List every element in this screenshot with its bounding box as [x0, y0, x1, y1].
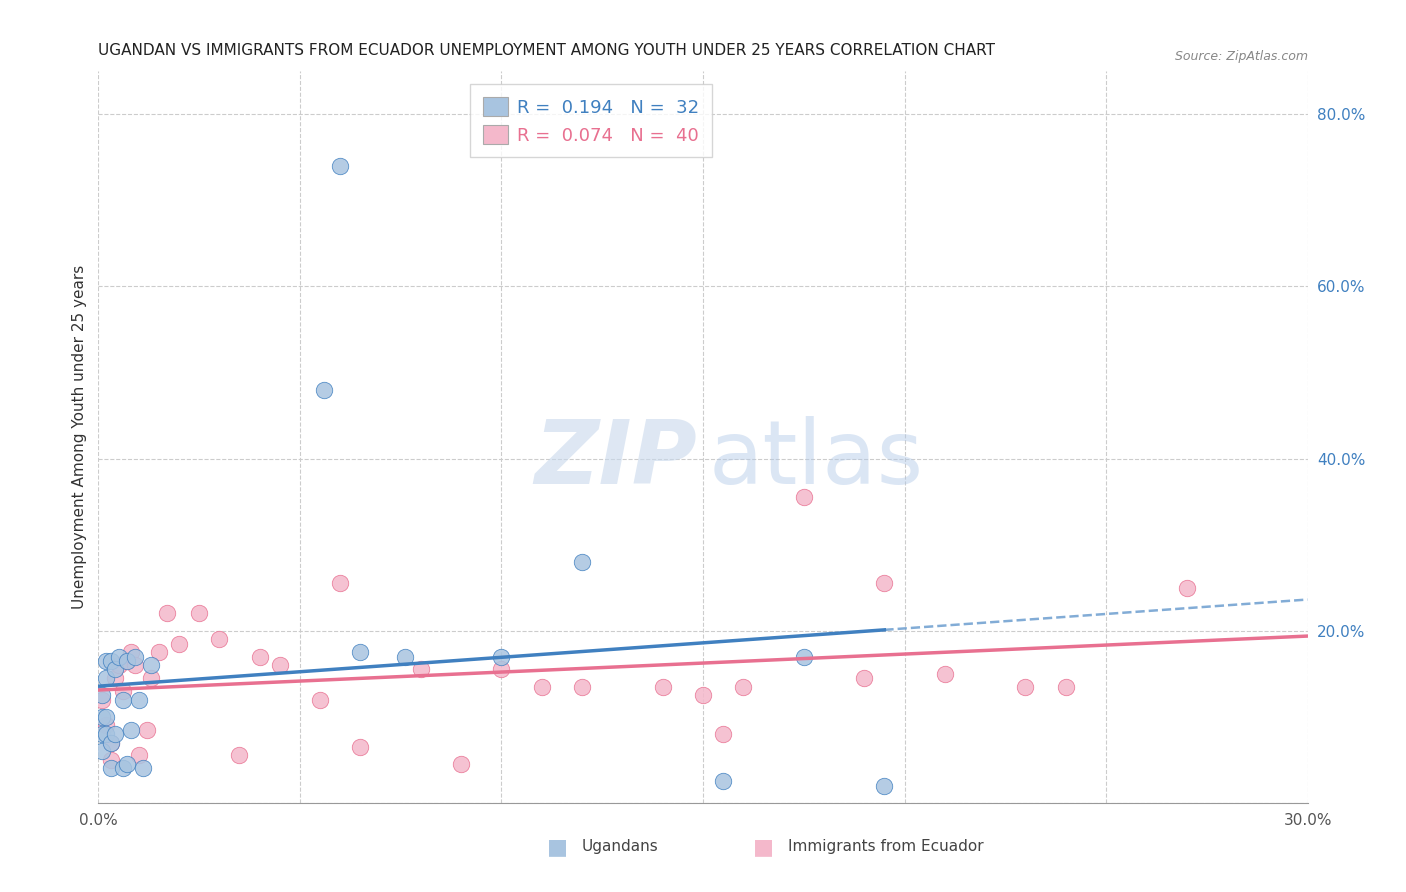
Point [91, 744, 114, 758]
Point [1054, 680, 1077, 694]
Point [733, 680, 755, 694]
Point [349, 739, 371, 754]
Point [103, 662, 125, 676]
Point [156, 607, 179, 621]
Point [309, 692, 332, 706]
Point [349, 645, 371, 659]
Text: ■: ■ [547, 837, 568, 856]
Point [91, 710, 114, 724]
Point [100, 654, 122, 668]
Point [450, 757, 472, 772]
Point [100, 735, 122, 749]
Point [124, 658, 146, 673]
Text: atlas: atlas [709, 416, 924, 502]
Point [148, 645, 170, 659]
Y-axis label: Unemployment Among Youth under 25 years: Unemployment Among Youth under 25 years [72, 265, 87, 609]
Point [873, 576, 896, 591]
Point [491, 649, 513, 664]
Point [853, 671, 876, 685]
Text: UGANDAN VS IMMIGRANTS FROM ECUADOR UNEMPLOYMENT AMONG YOUTH UNDER 25 YEARS CORRE: UGANDAN VS IMMIGRANTS FROM ECUADOR UNEMP… [98, 43, 995, 58]
Point [188, 607, 211, 621]
Point [793, 649, 815, 664]
Point [409, 662, 432, 676]
Point [329, 159, 352, 173]
Point [96, 671, 118, 685]
Point [103, 727, 125, 741]
Point [115, 654, 138, 668]
Point [571, 555, 593, 569]
Point [100, 753, 122, 767]
Point [91, 692, 114, 706]
Point [111, 761, 134, 775]
Point [115, 757, 138, 772]
Point [107, 649, 129, 664]
Text: ■: ■ [754, 837, 773, 856]
Point [1175, 581, 1198, 595]
Point [711, 727, 734, 741]
Text: Immigrants from Ecuador: Immigrants from Ecuador [787, 839, 983, 855]
Point [100, 735, 122, 749]
Point [228, 748, 250, 763]
Point [132, 761, 155, 775]
Point [1014, 680, 1036, 694]
Text: Source: ZipAtlas.com: Source: ZipAtlas.com [1174, 50, 1308, 62]
Point [91, 688, 114, 702]
Text: ZIP: ZIP [534, 416, 697, 502]
Point [394, 649, 416, 664]
Point [120, 645, 142, 659]
Point [128, 748, 150, 763]
Point [329, 576, 352, 591]
Point [692, 688, 714, 702]
Point [793, 491, 815, 505]
Point [249, 649, 271, 664]
Point [96, 654, 118, 668]
Point [269, 658, 291, 673]
Point [124, 649, 146, 664]
Point [135, 723, 157, 737]
Point [208, 632, 231, 647]
Point [139, 671, 162, 685]
Point [115, 654, 138, 668]
Point [314, 383, 336, 397]
Point [96, 710, 118, 724]
Point [91, 727, 114, 741]
Legend: R =  0.194   N =  32, R =  0.074   N =  40: R = 0.194 N = 32, R = 0.074 N = 40 [470, 84, 711, 157]
Point [711, 774, 734, 789]
Point [100, 761, 122, 775]
Point [530, 680, 553, 694]
Point [96, 718, 118, 732]
Text: Ugandans: Ugandans [582, 839, 659, 855]
Point [111, 684, 134, 698]
Point [120, 723, 142, 737]
Point [873, 779, 896, 793]
Point [934, 666, 956, 681]
Point [128, 692, 150, 706]
Point [107, 658, 129, 673]
Point [139, 658, 162, 673]
Point [491, 662, 513, 676]
Point [651, 680, 673, 694]
Point [96, 727, 118, 741]
Point [103, 671, 125, 685]
Point [111, 692, 134, 706]
Point [167, 637, 190, 651]
Point [571, 680, 593, 694]
